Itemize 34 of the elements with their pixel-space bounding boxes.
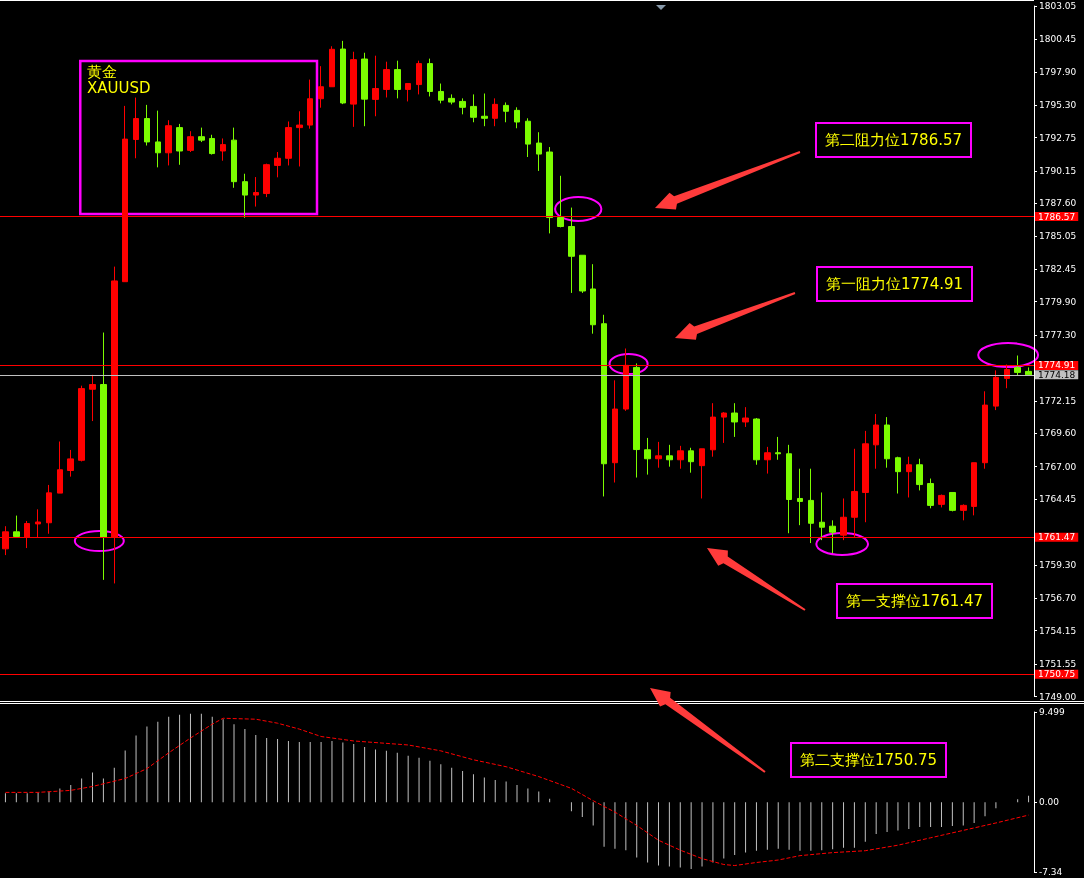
y-tick-label: -7.34: [1039, 867, 1063, 877]
y-tick-label: 1749.00: [1039, 691, 1077, 702]
y-tick-label: 1790.15: [1039, 165, 1077, 176]
y-tick-label: 1803.05: [1039, 1, 1077, 11]
y-tick-label: 1764.45: [1039, 494, 1077, 505]
ref-line-label: 1761.47: [1038, 532, 1076, 543]
y-tick-label: 1787.60: [1039, 198, 1077, 209]
ref-line-label: 1750.75: [1038, 669, 1076, 680]
y-tick-label: 1754.15: [1039, 625, 1077, 636]
y-tick-label: 1759.30: [1039, 559, 1077, 570]
y-tick-label: 1797.90: [1039, 66, 1077, 77]
annotation: 第二支撑位1750.75: [790, 742, 948, 778]
y-tick-label: 1779.90: [1039, 296, 1077, 307]
y-tick-label: 0.00: [1039, 797, 1060, 808]
ref-line-label: 1774.18: [1038, 369, 1076, 380]
y-tick-label: 1782.45: [1039, 264, 1077, 275]
ref-line-label: 1774.91: [1038, 360, 1076, 371]
y-tick-label: 9.499: [1039, 707, 1066, 717]
y-tick-label: 1769.60: [1039, 428, 1077, 439]
y-tick-label: 1767.00: [1039, 461, 1077, 472]
annotation: 黄金: [87, 63, 118, 81]
y-tick-label: 1792.75: [1039, 132, 1077, 143]
ref-line-label: 1786.57: [1038, 211, 1076, 222]
annotation: 第一阻力位1774.91: [816, 266, 974, 302]
y-tick-label: 1756.70: [1039, 593, 1077, 604]
annotation: XAUUSD: [87, 79, 151, 97]
y-tick-label: 1795.30: [1039, 100, 1077, 111]
y-tick-label: 1785.05: [1039, 230, 1077, 241]
y-tick-label: 1777.30: [1039, 329, 1077, 340]
y-tick-label: 1751.55: [1039, 658, 1077, 669]
y-tick-label: 1800.45: [1039, 34, 1077, 45]
annotation: 第二阻力位1786.57: [815, 122, 973, 158]
y-tick-label: 1772.15: [1039, 395, 1077, 406]
annotation: 第一支撑位1761.47: [836, 583, 994, 619]
